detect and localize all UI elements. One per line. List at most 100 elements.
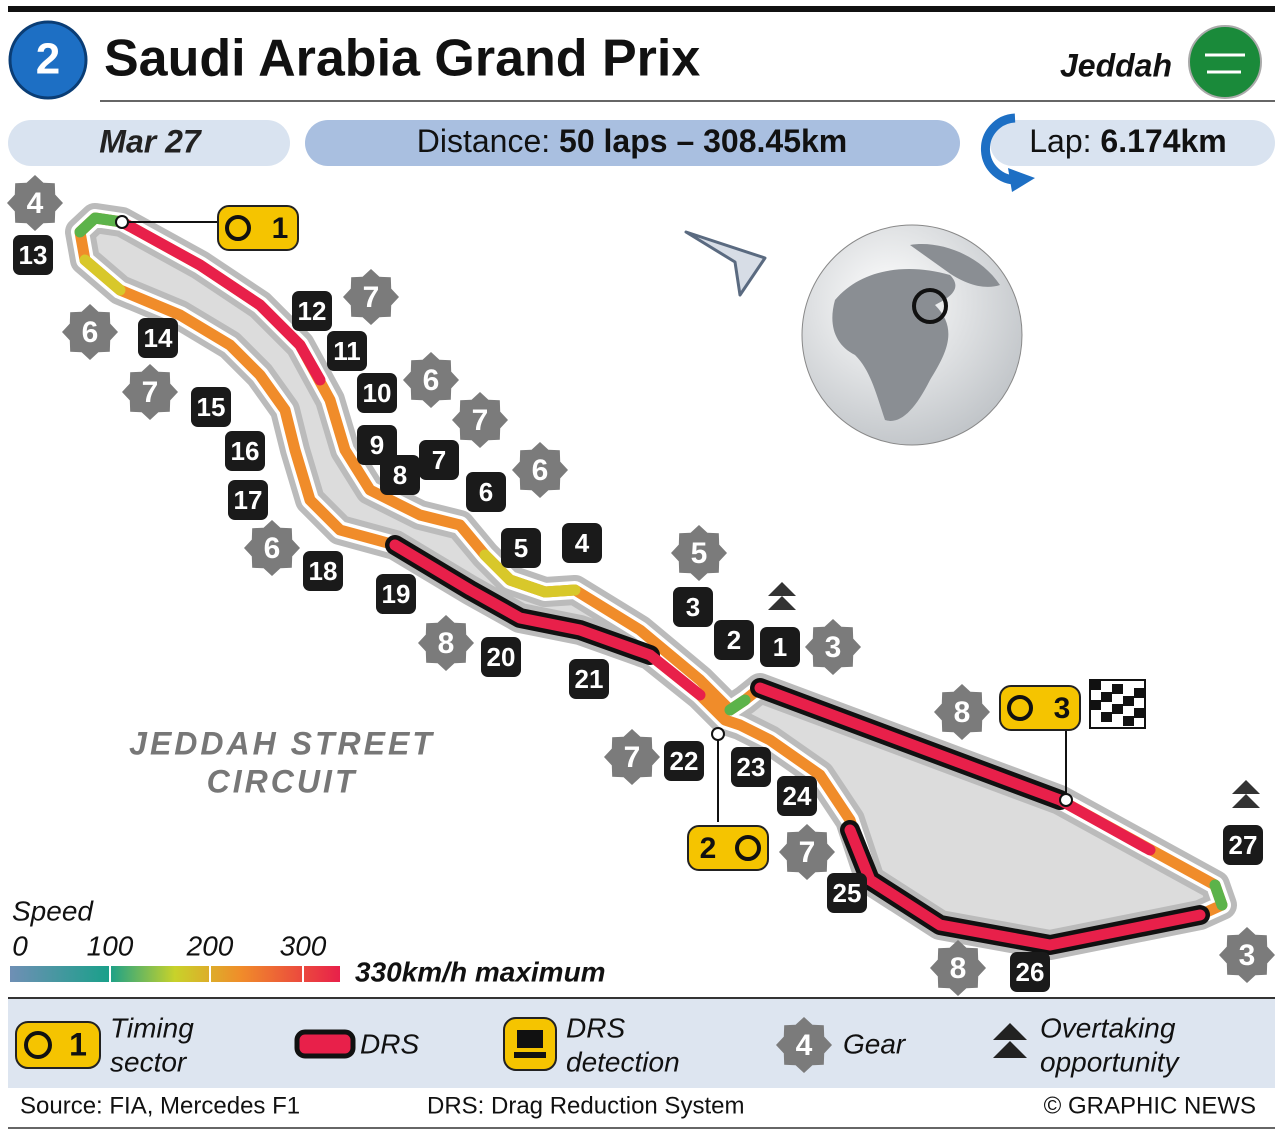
turn-number: 3 bbox=[686, 592, 700, 622]
checkered-flag bbox=[1090, 700, 1101, 710]
turn-badge bbox=[731, 747, 771, 787]
turn-badge bbox=[357, 425, 397, 465]
timing-legend: sector bbox=[110, 1046, 188, 1077]
gear-number: 6 bbox=[82, 316, 99, 349]
gear-icon bbox=[512, 442, 568, 498]
location-ring bbox=[912, 288, 948, 324]
credit: © GRAPHIC NEWS bbox=[1044, 1092, 1256, 1119]
distance-pill bbox=[305, 120, 960, 166]
lap-label: Lap: bbox=[1029, 123, 1091, 159]
turn-badge bbox=[481, 637, 521, 677]
flag bbox=[1188, 25, 1262, 99]
overtaking-icon bbox=[993, 1023, 1027, 1058]
round-number: 2 bbox=[36, 35, 60, 84]
leader-line bbox=[128, 221, 1067, 822]
title: Saudi Arabia Grand Prix bbox=[104, 30, 700, 88]
city: Jeddah bbox=[1060, 47, 1172, 83]
turn-number: 7 bbox=[432, 445, 446, 475]
stopwatch bbox=[24, 1031, 52, 1059]
gear-icon bbox=[403, 352, 459, 408]
speed-fast bbox=[389, 539, 706, 701]
lap-value: 6.174km bbox=[1100, 123, 1226, 159]
distance-label: Distance: bbox=[417, 123, 550, 159]
turn-number: 9 bbox=[370, 430, 384, 460]
checkered-flag bbox=[1134, 708, 1145, 718]
gear-number: 6 bbox=[532, 454, 549, 487]
date-pill bbox=[8, 120, 290, 166]
turn-number: 12 bbox=[298, 296, 327, 326]
turn-number: 11 bbox=[333, 336, 361, 366]
turn-badge bbox=[303, 551, 343, 591]
gear-number: 7 bbox=[624, 741, 641, 774]
gear-legend-icon-label: 4 bbox=[796, 1029, 813, 1062]
sector-point bbox=[711, 727, 725, 741]
eurasia bbox=[910, 244, 1000, 287]
speed-tick-label: 200 bbox=[186, 930, 234, 961]
gear-icon bbox=[343, 269, 399, 325]
speed-slow bbox=[74, 212, 128, 238]
turn-number: 2 bbox=[727, 625, 741, 655]
turn-badge bbox=[760, 627, 800, 667]
turn-badge bbox=[419, 440, 459, 480]
gear-number: 6 bbox=[264, 532, 281, 565]
checkered-flag bbox=[1101, 692, 1112, 702]
flag-emblem bbox=[1205, 53, 1245, 74]
turn-badge bbox=[225, 431, 265, 471]
turn-number: 18 bbox=[309, 556, 338, 586]
turn-badge bbox=[376, 574, 416, 614]
timing-sector-label: 3 bbox=[1054, 692, 1071, 725]
drs-detection-glyph bbox=[514, 1030, 546, 1058]
gear-number: 7 bbox=[799, 836, 816, 869]
lap-pill bbox=[990, 120, 1275, 166]
speed-slow bbox=[1209, 879, 1228, 911]
turn-number: 16 bbox=[231, 436, 260, 466]
checkered-flag bbox=[1123, 716, 1134, 726]
africa bbox=[832, 268, 956, 421]
turn-number: 1 bbox=[773, 632, 787, 662]
stopwatch bbox=[1007, 695, 1033, 721]
turn-badge bbox=[466, 472, 506, 512]
drs-detection-legend: DRS bbox=[566, 1012, 625, 1043]
gear-icon bbox=[122, 364, 178, 420]
circuit-name: CIRCUIT bbox=[207, 763, 358, 799]
turn-number: 6 bbox=[479, 477, 493, 507]
overtaking-marker bbox=[1232, 780, 1260, 808]
gear-number: 8 bbox=[438, 627, 455, 660]
gear-icon bbox=[776, 1017, 832, 1073]
gear-icon bbox=[452, 392, 508, 448]
turn-number: 15 bbox=[197, 392, 226, 422]
speed-title: Speed bbox=[12, 895, 94, 926]
distance: Distance: 50 laps – 308.45km bbox=[417, 123, 848, 159]
gear-number: 3 bbox=[825, 631, 842, 664]
checkered-flag bbox=[1090, 680, 1101, 690]
turn-number: 19 bbox=[382, 579, 411, 609]
sector-point bbox=[1059, 793, 1073, 807]
track-area bbox=[65, 203, 1237, 960]
gear-number: 7 bbox=[363, 281, 380, 314]
sector-point bbox=[115, 215, 129, 229]
north-arrow bbox=[684, 230, 767, 297]
checkered-flag bbox=[1134, 688, 1145, 698]
direction-arrow bbox=[981, 113, 1019, 185]
gear-number: 4 bbox=[27, 187, 44, 220]
legend-panel bbox=[8, 998, 1275, 1088]
checkered-flag bbox=[1112, 684, 1123, 694]
gear-icon bbox=[418, 615, 474, 671]
direction-arrowhead bbox=[1008, 168, 1035, 192]
timing-legend: Timing bbox=[110, 1012, 194, 1043]
overtaking-legend: opportunity bbox=[1040, 1046, 1181, 1077]
turn-badge bbox=[327, 331, 367, 371]
timing-sector-label: 2 bbox=[700, 832, 717, 865]
checkered-flag bbox=[1112, 704, 1123, 714]
turn-number: 13 bbox=[19, 240, 48, 270]
circuit-name: JEDDAH STREET bbox=[129, 725, 435, 761]
distance-value: 50 laps – 308.45km bbox=[559, 123, 847, 159]
turn-number: 14 bbox=[144, 323, 173, 353]
speed-slow bbox=[724, 694, 751, 716]
turn-number: 22 bbox=[670, 746, 699, 776]
turn-number: 10 bbox=[363, 378, 392, 408]
drs-note: DRS: Drag Reduction System bbox=[427, 1092, 744, 1119]
lap: Lap: 6.174km bbox=[1029, 123, 1227, 159]
speed-tick-label: 300 bbox=[280, 930, 327, 961]
turn-badge bbox=[292, 291, 332, 331]
